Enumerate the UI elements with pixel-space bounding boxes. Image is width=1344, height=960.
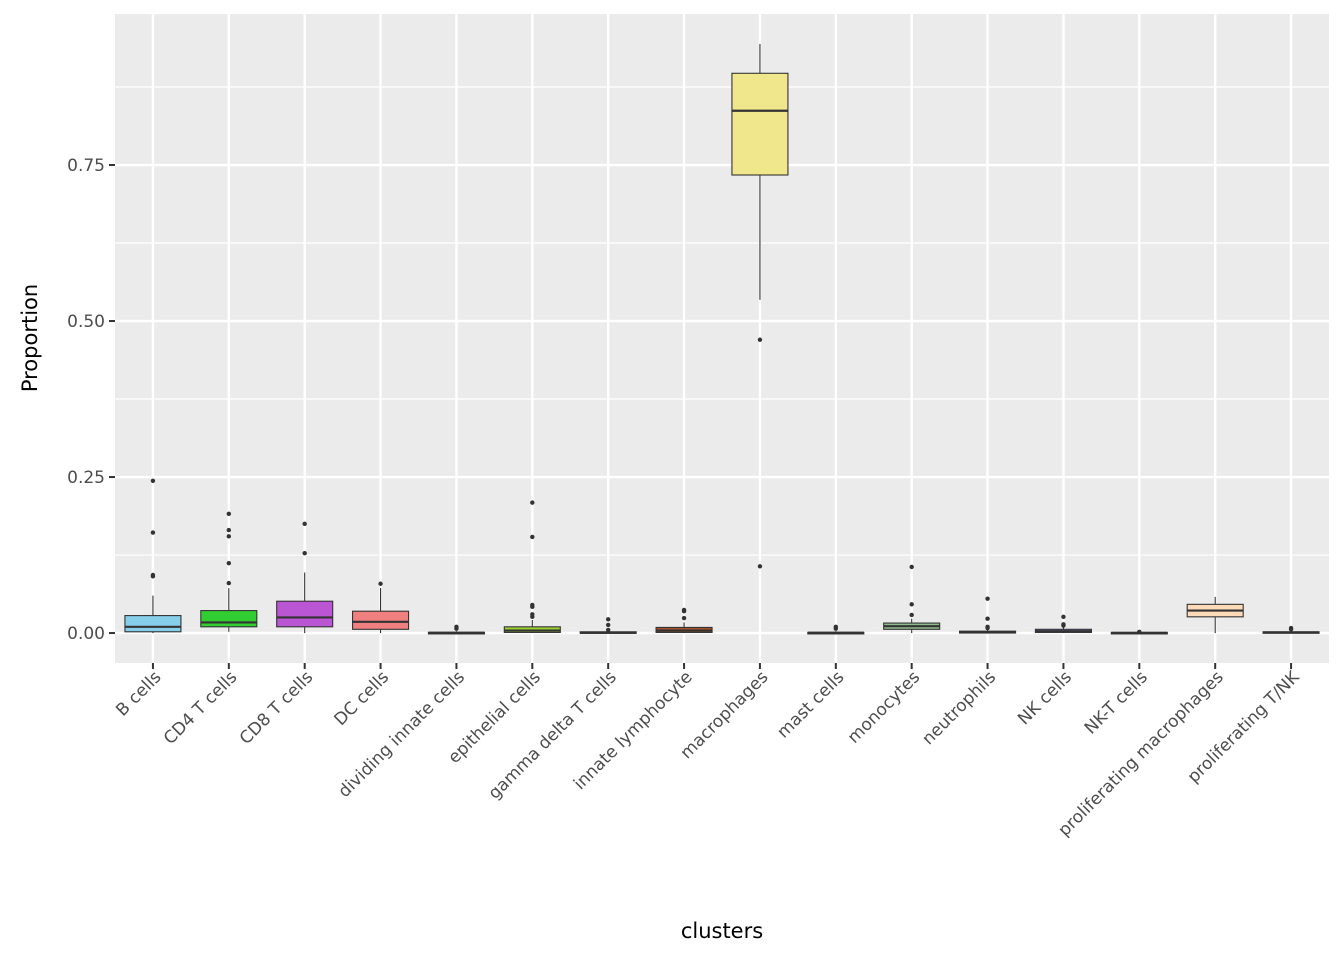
y-axis-title: Proportion (18, 284, 42, 392)
x-tick-label: neutrophils (918, 667, 1000, 749)
outlier-point (1061, 623, 1066, 628)
x-tick-label: CD4 T cells (160, 667, 241, 748)
box-dc-cells (352, 581, 410, 634)
plot-panel (115, 14, 1329, 663)
outlier-point (530, 534, 535, 540)
outlier-point (454, 626, 459, 631)
outlier-point (302, 521, 307, 527)
box-iqr (124, 615, 182, 633)
box-epithelial-cells (503, 500, 561, 634)
x-axis-title: clusters (681, 919, 763, 943)
outlier-point (605, 622, 611, 628)
y-tick-label: 0.00 (67, 624, 105, 644)
outlier-point (681, 615, 687, 621)
box-iqr (276, 600, 334, 628)
box-gamma-delta-t-cells (579, 617, 637, 634)
outlier-point (1137, 629, 1142, 634)
outlier-point (150, 530, 156, 535)
box-nk-t-cells (1110, 629, 1168, 635)
outlier-point (909, 564, 914, 570)
box-proliferating-t-nk (1262, 625, 1320, 634)
x-tick-label: gamma delta T cells (485, 667, 621, 803)
outlier-point (226, 511, 232, 517)
outlier-point (605, 617, 611, 622)
box-iqr (200, 610, 258, 628)
outlier-point (1288, 627, 1294, 632)
outlier-point (226, 534, 232, 539)
y-tick-label: 0.25 (67, 468, 105, 488)
box-innate-lymphocyte (655, 607, 713, 634)
x-tick-label: CD8 T cells (236, 667, 317, 748)
outlier-point (530, 604, 535, 610)
outlier-point (757, 564, 763, 569)
outlier-point (833, 626, 839, 631)
outlier-point (530, 614, 535, 620)
outlier-point (150, 574, 156, 579)
outlier-point (985, 596, 990, 601)
box-macrophages (731, 43, 789, 569)
x-tick-label: B cells (112, 667, 165, 720)
outlier-point (985, 616, 990, 621)
box-neutrophils (959, 596, 1017, 634)
outlier-point (605, 627, 611, 633)
outlier-point (909, 602, 914, 607)
box-cd8-t-cells (276, 521, 334, 634)
outlier-point (226, 527, 232, 533)
x-tick-label: mast cells (773, 667, 848, 742)
x-tick-label: DC cells (331, 667, 394, 730)
outlier-point (302, 550, 307, 556)
box-proliferating-macrophages (1186, 596, 1244, 634)
outlier-point (150, 478, 156, 483)
box-nk-cells (1034, 614, 1092, 634)
outlier-point (909, 612, 914, 618)
outlier-point (681, 609, 687, 614)
x-tick-label: NK cells (1014, 667, 1076, 729)
x-tick-label: NK-T cells (1081, 667, 1152, 738)
outlier-point (226, 580, 232, 586)
box-iqr (731, 72, 789, 176)
box-iqr (352, 610, 410, 630)
y-tick-label: 0.50 (67, 312, 105, 332)
x-tick-label: dividing innate cells (335, 667, 470, 802)
box-cd4-t-cells (200, 511, 258, 632)
outlier-point (985, 625, 990, 631)
y-tick-label: 0.75 (67, 156, 105, 176)
x-tick-label: monocytes (844, 667, 924, 747)
outlier-point (226, 560, 232, 566)
outlier-point (757, 337, 763, 342)
box-monocytes (883, 564, 941, 634)
box-dividing-innate-cells (427, 624, 485, 635)
box-b-cells (124, 478, 182, 634)
outlier-point (1061, 614, 1066, 620)
outlier-point (530, 500, 535, 505)
outlier-point (378, 581, 383, 586)
box-mast-cells (807, 624, 865, 635)
